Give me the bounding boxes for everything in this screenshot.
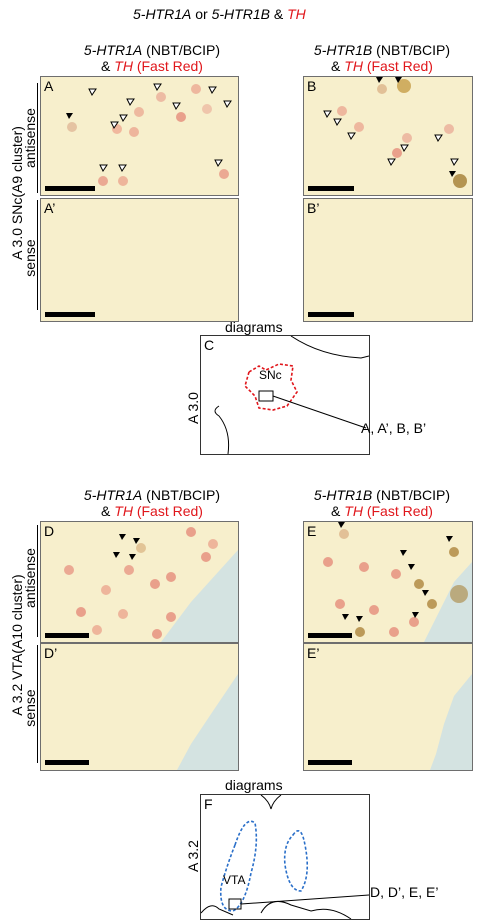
amp: & [331,58,345,74]
region-vta-label: VTA [223,873,246,887]
amp: & [101,503,115,519]
panel-a-prime: A’ [40,198,239,322]
sense-bracket-top [37,200,38,310]
th-label: TH [344,58,363,74]
title-gene-1b: 5-HTR1B [211,6,270,22]
th-method: (Fast Red) [132,503,203,519]
panel-a: A [40,76,239,196]
panel-label-d: D [44,523,55,539]
col2-header-bottom: 5-HTR1B (NBT/BCIP) & TH (Fast Red) [292,487,472,519]
amp: & [101,58,115,74]
col2-gene: 5-HTR1B [313,487,373,503]
panel-d-prime: D’ [40,643,239,771]
title-and: & [269,6,288,22]
diagram-heading-top: diagrams [225,319,283,335]
micrograph-e [323,522,472,642]
col1-header-bottom: 5-HTR1A (NBT/BCIP) & TH (Fast Red) [62,487,242,519]
antisense-label-bottom: antisense [22,548,38,608]
scale-bar [308,633,352,638]
col1-method: (NBT/BCIP) [142,42,221,58]
col1-method: (NBT/BCIP) [142,487,221,503]
panel-label-a: A [44,78,54,94]
diagram-c-drawing [214,336,369,454]
antisense-bracket-top [37,83,38,193]
th-method: (Fast Red) [132,58,203,74]
scale-bar [308,186,354,191]
th-method: (Fast Red) [362,58,433,74]
th-method: (Fast Red) [362,503,433,519]
col1-gene: 5-HTR1A [83,487,143,503]
th-label: TH [344,503,363,519]
col2-gene: 5-HTR1B [313,42,373,58]
th-label: TH [114,503,133,519]
diagram-heading-bottom: diagrams [225,777,283,793]
panel-d: D [40,521,239,643]
callout-bottom: D, D’, E, E’ [370,884,439,900]
panel-label-c: C [204,337,215,353]
title-gene-1a: 5-HTR1A [133,6,192,22]
scale-bar [45,760,89,765]
figure-title: 5-HTR1A or 5-HTR1B & TH [133,6,306,22]
panel-e-prime: E’ [303,643,473,771]
diagram-f-drawing [201,795,369,919]
panel-label-b-prime: B’ [307,200,320,216]
region-snc-label: SNc [259,368,282,382]
amp: & [331,503,345,519]
panel-label-d-prime: D’ [44,645,58,661]
col1-header-top: 5-HTR1A (NBT/BCIP) & TH (Fast Red) [62,42,242,74]
diagram-level-bottom: A 3.2 [185,840,201,872]
col2-method: (NBT/BCIP) [372,42,451,58]
col2-method: (NBT/BCIP) [372,487,451,503]
diagram-f: F VTA [200,794,370,920]
scale-bar [45,186,95,191]
th-label: TH [114,58,133,74]
micrograph-d [64,527,238,642]
scale-bar [45,633,89,638]
sense-label-bottom: sense [22,689,38,727]
scale-bar [308,312,354,317]
diagram-level-top: A 3.0 [185,392,201,424]
panel-b-prime: B’ [303,198,473,322]
panel-label-e: E [307,523,317,539]
col2-header-top: 5-HTR1B (NBT/BCIP) & TH (Fast Red) [292,42,472,74]
panel-e: E [303,521,473,643]
title-or: or [191,6,212,22]
callout-top: A, A’, B, B’ [361,420,427,436]
title-th: TH [287,6,306,22]
panel-b: B [303,76,473,196]
scale-bar [45,312,95,317]
micrograph-d-prime [177,644,238,770]
antisense-bracket-bottom [37,525,38,637]
micrograph-a [66,83,232,186]
panel-label-b: B [307,78,317,94]
panel-label-a-prime: A’ [44,200,56,216]
sense-label-top: sense [22,239,38,277]
antisense-label-top: antisense [22,108,38,168]
sense-bracket-bottom [37,645,38,763]
scale-bar [308,760,352,765]
panel-label-e-prime: E’ [307,645,320,661]
diagram-c: C SNc [200,335,370,455]
col1-gene: 5-HTR1A [83,42,143,58]
micrograph-e-prime [430,674,472,770]
panel-label-f: F [204,796,213,812]
micrograph-b [323,77,467,188]
